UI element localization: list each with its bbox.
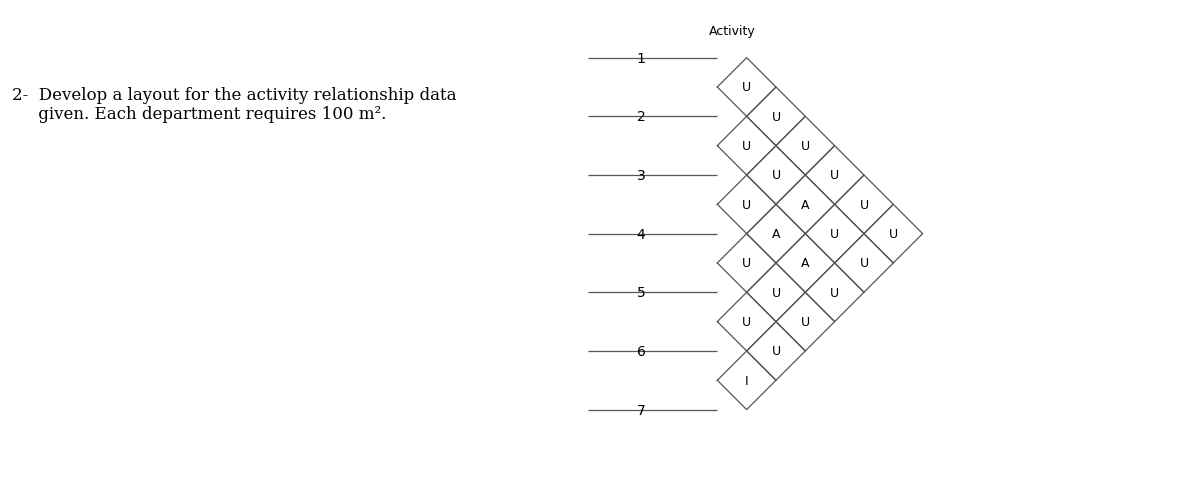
Text: U: U (772, 345, 780, 358)
Text: A: A (772, 228, 780, 240)
Text: I: I (745, 374, 749, 387)
Text: U: U (772, 110, 780, 123)
Text: 2-  Develop a layout for the activity relationship data
     given. Each departm: 2- Develop a layout for the activity rel… (12, 86, 456, 123)
Text: 6: 6 (637, 344, 646, 358)
Text: U: U (800, 140, 810, 153)
Text: U: U (742, 315, 751, 328)
Text: U: U (772, 286, 780, 299)
Text: U: U (800, 315, 810, 328)
Text: 7: 7 (637, 403, 646, 417)
Text: A: A (802, 257, 810, 270)
Text: 2: 2 (637, 110, 646, 124)
Text: A: A (802, 198, 810, 211)
Text: U: U (742, 140, 751, 153)
Text: U: U (830, 169, 839, 182)
Text: U: U (742, 198, 751, 211)
Text: 3: 3 (637, 168, 646, 182)
Text: 5: 5 (637, 286, 646, 300)
Text: U: U (859, 257, 869, 270)
Text: Activity: Activity (709, 25, 755, 38)
Text: U: U (742, 257, 751, 270)
Text: 1: 1 (637, 51, 646, 66)
Text: 4: 4 (637, 227, 646, 241)
Text: U: U (859, 198, 869, 211)
Text: U: U (830, 286, 839, 299)
Text: U: U (742, 81, 751, 94)
Text: U: U (772, 169, 780, 182)
Text: U: U (830, 228, 839, 240)
Text: U: U (889, 228, 898, 240)
